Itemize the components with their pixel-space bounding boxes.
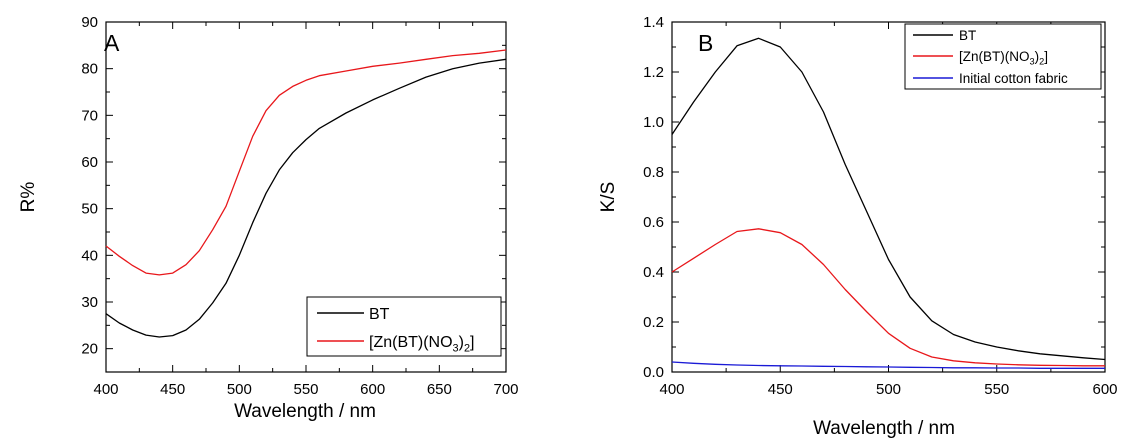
legend-label: BT — [369, 306, 390, 323]
y-tick-label: 0.6 — [643, 214, 664, 231]
y-axis-title: R% — [18, 182, 39, 213]
chart-panel-a: 400 450 500 550 600 650 700 20 30 40 50 60 70 80 90 Wav… — [18, 14, 519, 422]
y-tick-label: 50 — [81, 201, 98, 218]
x-axis-title: Wavelength / nm — [813, 418, 955, 439]
legend-label: [Zn(BT)(NO3)2] — [959, 49, 1048, 67]
legend-label: [Zn(BT)(NO3)2] — [369, 334, 474, 355]
y-tick-label: 1.4 — [643, 14, 664, 31]
y-tick-label: 0.4 — [643, 264, 664, 281]
y-tick-label: 90 — [81, 14, 98, 31]
chart-panel-b: 400 450 500 550 600 0.0 0.2 0.4 0.6 0.8 1.0 1.2 1.4 W… — [598, 14, 1118, 439]
x-tick-label: 600 — [360, 381, 385, 398]
legend: BT [Zn(BT)(NO3)2] — [306, 296, 502, 357]
y-tick-label: 70 — [81, 107, 98, 124]
y-tick-label: 60 — [81, 154, 98, 171]
panel-label: A — [104, 30, 120, 56]
series-line-1 — [671, 228, 1105, 367]
x-tick-label: 450 — [160, 381, 185, 398]
x-tick-label: 400 — [659, 381, 684, 398]
y-tick-label: 80 — [81, 61, 98, 78]
series-line-2 — [671, 361, 1105, 369]
panel-label: B — [698, 30, 713, 56]
series-line-0 — [105, 58, 507, 338]
series-line-0 — [671, 37, 1106, 361]
y-tick-label: 40 — [81, 247, 98, 264]
y-tick-label: 1.2 — [643, 64, 664, 81]
x-tick-label: 650 — [427, 381, 452, 398]
x-tick-label: 600 — [1092, 381, 1117, 398]
y-tick-label: 30 — [81, 294, 98, 311]
y-axis-title: K/S — [598, 182, 619, 213]
x-tick-label: 500 — [876, 381, 901, 398]
y-tick-label: 1.0 — [643, 114, 664, 131]
x-axis-title: Wavelength / nm — [234, 401, 376, 422]
y-tick-label: 0.8 — [643, 164, 664, 181]
y-tick-label: 20 — [81, 341, 98, 358]
legend-label: Initial cotton fabric — [959, 71, 1068, 86]
series-line-1 — [105, 49, 507, 276]
y-tick-label: 0.2 — [643, 314, 664, 331]
legend: BT [Zn(BT)(NO3)2] Initial cotton fabric — [904, 23, 1102, 90]
x-tick-label: 700 — [493, 381, 518, 398]
legend-box — [306, 296, 502, 357]
legend-label: BT — [959, 28, 976, 43]
x-tick-label: 400 — [93, 381, 118, 398]
y-tick-label: 0.0 — [643, 364, 664, 381]
x-tick-label: 450 — [768, 381, 793, 398]
x-tick-label: 500 — [227, 381, 252, 398]
x-tick-label: 550 — [984, 381, 1009, 398]
x-tick-label: 550 — [293, 381, 318, 398]
